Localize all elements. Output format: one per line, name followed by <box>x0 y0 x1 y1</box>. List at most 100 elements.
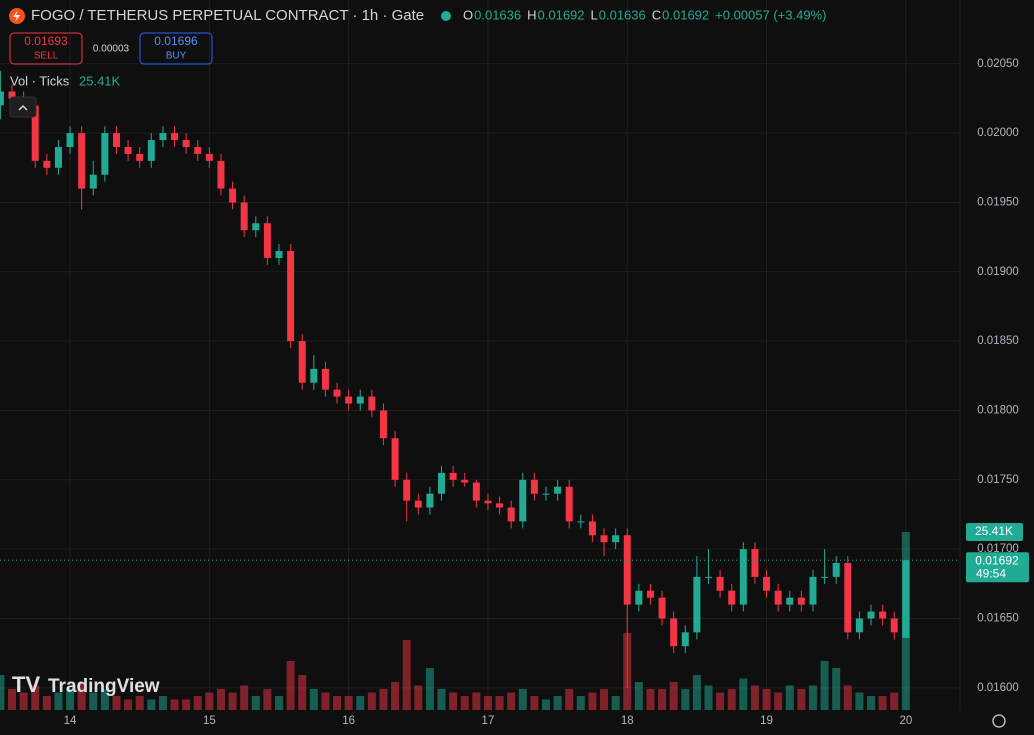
volume-bar <box>634 681 643 710</box>
y-tick-label: 0.01600 <box>977 682 1019 694</box>
volume-bar <box>8 688 17 710</box>
x-tick-label: 15 <box>203 715 216 727</box>
candle-body <box>832 563 840 577</box>
candle-body <box>391 438 399 480</box>
volume-bar <box>367 692 376 710</box>
volume-bar <box>263 688 272 710</box>
volume-bar <box>379 688 388 710</box>
sell-label: SELL <box>34 51 59 62</box>
candle-body <box>797 597 805 605</box>
candle-body <box>229 188 237 203</box>
candle-body <box>577 521 585 523</box>
y-tick-label: 0.01850 <box>977 335 1019 347</box>
volume-bar <box>611 695 620 710</box>
candle-body <box>8 91 16 99</box>
candle-body <box>194 146 202 154</box>
candle-body <box>124 146 132 154</box>
y-tick-label: 0.01900 <box>977 266 1019 278</box>
volume-bar <box>483 695 492 710</box>
candle-body <box>217 160 225 189</box>
candle-body <box>821 576 829 578</box>
candle-body <box>705 576 713 578</box>
volume-bar <box>495 695 504 710</box>
candle-body <box>379 410 387 439</box>
candle-body <box>879 611 887 619</box>
volume-bar <box>878 695 887 710</box>
y-tick-label: 0.01800 <box>977 405 1019 417</box>
sell-button[interactable] <box>9 32 83 65</box>
volume-bar <box>216 688 225 710</box>
candle-body <box>763 576 771 591</box>
volume-bar <box>460 695 469 710</box>
volume-bar <box>750 685 759 710</box>
candle-body <box>670 618 678 647</box>
volume-bar <box>31 685 40 710</box>
ohlc-key: C <box>652 7 661 22</box>
volume-bar <box>89 692 98 710</box>
volume-bar <box>832 667 841 710</box>
volume-bar <box>402 639 411 710</box>
candle-body <box>530 479 538 494</box>
y-tick-label: 0.01950 <box>977 196 1019 208</box>
candle-body <box>519 479 527 522</box>
candle-body <box>739 549 747 605</box>
ohlc-value: 0.01692 <box>538 7 585 22</box>
ohlc-value: 0.01636 <box>474 7 521 22</box>
logo-bolt <box>13 10 20 22</box>
volume-tag <box>966 523 1023 541</box>
volume-bar <box>867 695 876 710</box>
y-tick-label: 0.01650 <box>977 613 1019 625</box>
volume-bar <box>704 685 713 710</box>
candle-body <box>240 202 248 231</box>
x-tick-label: 20 <box>899 715 912 727</box>
x-tick-label: 18 <box>621 715 634 727</box>
buy-button[interactable] <box>139 32 213 65</box>
volume-bar <box>565 688 574 710</box>
sell-price: 0.01693 <box>24 34 68 48</box>
candle-body <box>0 91 4 106</box>
volume-bar <box>669 681 678 710</box>
volume-bar <box>66 688 75 710</box>
brand-mark: TV <box>12 672 40 697</box>
candle-body <box>333 389 341 397</box>
candle-body <box>484 500 492 504</box>
candle-body <box>43 160 51 168</box>
volume-bar <box>193 695 202 710</box>
volume-bar <box>135 695 144 710</box>
volume-bar <box>843 685 852 710</box>
x-tick-label: 16 <box>342 715 355 727</box>
settings-button[interactable] <box>992 714 1006 728</box>
volume-bar <box>507 692 516 710</box>
volume-bar <box>0 674 5 710</box>
candle-body <box>171 133 179 141</box>
candle-body <box>147 140 155 161</box>
countdown: 49:54 <box>976 566 1006 580</box>
candle-body <box>751 549 759 577</box>
volume-bar <box>112 695 121 710</box>
candle-body <box>321 368 329 390</box>
candle-body <box>612 535 620 543</box>
title: FOGO / TETHERUS PERPETUAL CONTRACT · 1h … <box>31 7 424 24</box>
candle-body <box>496 503 504 508</box>
candle-body <box>786 597 794 605</box>
volume-bar <box>425 667 434 710</box>
volume-bar <box>820 660 829 710</box>
volume-bar <box>333 695 342 710</box>
candle-body <box>507 507 515 522</box>
x-tick-label: 14 <box>64 715 77 727</box>
ohlc-key: O <box>463 7 473 22</box>
candle-body <box>31 105 39 161</box>
candle-body <box>844 563 852 633</box>
candle-body <box>287 250 295 342</box>
y-tick-label: 0.02050 <box>977 58 1019 70</box>
candle-body <box>356 396 364 404</box>
candle-body <box>716 576 724 591</box>
volume-bar <box>774 692 783 710</box>
volume-bar <box>472 692 481 710</box>
y-tick-label: 0.01700 <box>977 543 1019 555</box>
candle-body <box>54 146 62 168</box>
last-price-tag <box>966 552 1029 583</box>
